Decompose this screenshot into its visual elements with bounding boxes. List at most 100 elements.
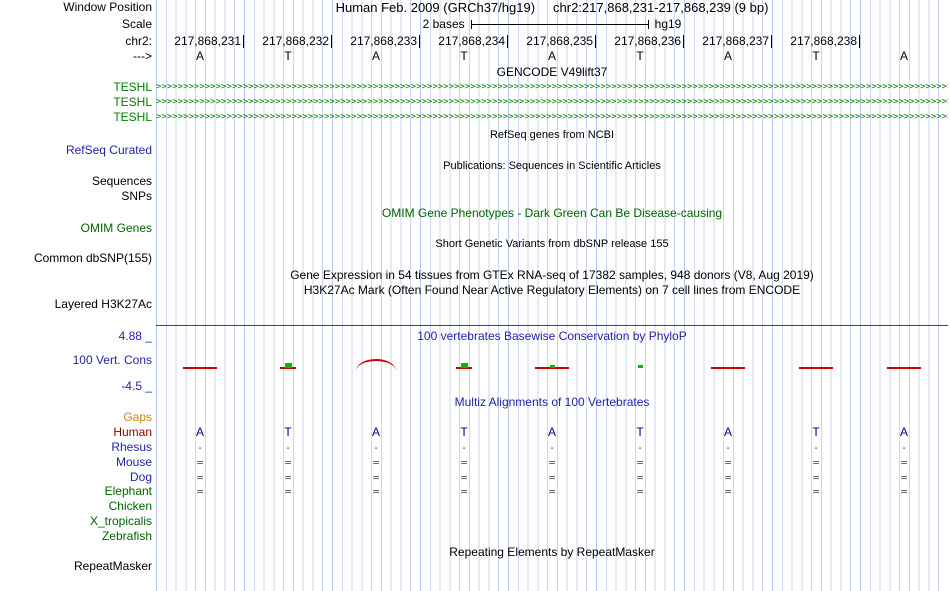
- phylop-wiggle-track[interactable]: [156, 330, 948, 388]
- align-row-gaps[interactable]: [156, 410, 948, 425]
- position-label: 217,868,235: [508, 35, 596, 48]
- align-gap-mark: =: [724, 456, 732, 469]
- track-label-100-vert-cons[interactable]: 100 Vert. Cons: [72, 353, 152, 367]
- position-range: chr2:217,868,231-217,868,239 (9 bp): [553, 0, 769, 15]
- align-gap-mark: =: [636, 485, 644, 498]
- align-base: A: [371, 426, 380, 439]
- track-label-omim-genes[interactable]: OMIM Genes: [80, 221, 152, 235]
- align-base: A: [723, 426, 732, 439]
- align-gap-mark: =: [636, 471, 644, 484]
- species-label-elephant[interactable]: Elephant: [104, 484, 152, 498]
- species-label-dog[interactable]: Dog: [129, 470, 152, 484]
- align-row-elephant[interactable]: = = = = = = = = =: [156, 484, 948, 499]
- reference-base: T: [284, 50, 292, 63]
- align-gap-mark: -: [812, 441, 820, 454]
- phylop-mark-green-square: [460, 363, 468, 368]
- scale-bar: [470, 20, 649, 29]
- align-row-rhesus[interactable]: ---------: [156, 440, 948, 455]
- align-row-mouse[interactable]: = = = = = = = = =: [156, 455, 948, 470]
- align-gap-mark: =: [812, 456, 820, 469]
- phylop-mark-red-dash: [183, 367, 217, 369]
- track-label-sequences[interactable]: Sequences: [91, 174, 152, 188]
- gene-label-teshl-3[interactable]: TESHL: [113, 110, 152, 124]
- strand-label: --->: [133, 49, 152, 63]
- base-position-grid-lines: [156, 0, 948, 591]
- reference-base: A: [723, 50, 732, 63]
- phylop-max-label: 4.88 _: [118, 329, 152, 343]
- track-label-common-dbsnp[interactable]: Common dbSNP(155): [33, 251, 152, 265]
- species-label-rhesus[interactable]: Rhesus: [111, 440, 152, 454]
- position-label: 217,868,236: [596, 35, 684, 48]
- align-row-x_tropicalis[interactable]: [156, 514, 948, 529]
- reference-base: T: [636, 50, 644, 63]
- align-gap-mark: =: [372, 471, 380, 484]
- track-label-layered-h3k27ac[interactable]: Layered H3K27Ac: [54, 297, 152, 311]
- window-position-label: Window Position: [63, 0, 152, 14]
- teshl-transcript-2[interactable]: >>>>>>>>>>>>>>>>>>>>>>>>>>>>>>>>>>>>>>>>…: [156, 97, 948, 107]
- reference-base: A: [371, 50, 380, 63]
- gene-label-teshl-2[interactable]: TESHL: [113, 95, 152, 109]
- align-gap-mark: =: [460, 456, 468, 469]
- h3k27ac-track-title[interactable]: H3K27Ac Mark (Often Found Near Active Re…: [303, 283, 801, 297]
- gtex-track-title[interactable]: Gene Expression in 54 tissues from GTEx …: [290, 268, 814, 282]
- species-label-chicken[interactable]: Chicken: [108, 499, 152, 513]
- species-label-gaps[interactable]: Gaps: [123, 410, 152, 424]
- reference-base: A: [547, 50, 556, 63]
- align-base: A: [547, 426, 556, 439]
- omim-track-title[interactable]: OMIM Gene Phenotypes - Dark Green Can Be…: [381, 206, 723, 220]
- track-label-repeatmasker[interactable]: RepeatMasker: [73, 559, 152, 573]
- align-gap-mark: =: [636, 456, 644, 469]
- align-gap-mark: =: [372, 485, 380, 498]
- align-gap-mark: =: [548, 456, 556, 469]
- align-gap-mark: =: [372, 456, 380, 469]
- track-label-refseq-curated[interactable]: RefSeq Curated: [65, 143, 152, 157]
- position-label: 217,868,233: [332, 35, 420, 48]
- align-gap-mark: =: [812, 471, 820, 484]
- teshl-transcript-1[interactable]: >>>>>>>>>>>>>>>>>>>>>>>>>>>>>>>>>>>>>>>>…: [156, 82, 948, 92]
- repeatmasker-track-title[interactable]: Repeating Elements by RepeatMasker: [449, 545, 655, 559]
- position-label: 217,868,231: [156, 35, 244, 48]
- gene-label-teshl-1[interactable]: TESHL: [113, 80, 152, 94]
- species-label-mouse[interactable]: Mouse: [115, 455, 152, 469]
- scale-value: 2 bases: [422, 17, 465, 31]
- teshl-transcript-3[interactable]: >>>>>>>>>>>>>>>>>>>>>>>>>>>>>>>>>>>>>>>>…: [156, 112, 948, 122]
- multiz-track-title[interactable]: Multiz Alignments of 100 Vertebrates: [454, 395, 650, 409]
- align-gap-mark: =: [548, 471, 556, 484]
- phylop-mark-red-dash-small: [280, 367, 296, 369]
- align-gap-mark: =: [460, 471, 468, 484]
- species-label-x_tropicalis[interactable]: X_tropicalis: [89, 514, 152, 528]
- align-row-chicken[interactable]: [156, 499, 948, 514]
- align-gap-mark: -: [548, 441, 556, 454]
- align-base: T: [812, 426, 820, 439]
- align-gap-mark: =: [724, 471, 732, 484]
- phylop-mark-red-dash-small: [456, 367, 472, 369]
- species-label-zebrafish[interactable]: Zebrafish: [101, 529, 152, 543]
- species-label-human[interactable]: Human: [113, 425, 152, 439]
- track-separator: [156, 325, 948, 326]
- align-gap-mark: -: [284, 441, 292, 454]
- align-gap-mark: =: [284, 471, 292, 484]
- dbsnp-track-title[interactable]: Short Genetic Variants from dbSNP releas…: [435, 238, 669, 250]
- publications-track-title[interactable]: Publications: Sequences in Scientific Ar…: [443, 160, 661, 172]
- align-row-zebrafish[interactable]: [156, 529, 948, 544]
- align-base: T: [460, 426, 468, 439]
- position-label: 217,868,237: [684, 35, 772, 48]
- scale-assembly: hg19: [654, 17, 682, 31]
- header-title: Human Feb. 2009 (GRCh37/hg19) chr2:217,86…: [156, 0, 948, 15]
- track-label-snps[interactable]: SNPs: [121, 189, 152, 203]
- align-row-dog[interactable]: = = = = = = = = =: [156, 470, 948, 485]
- phylop-mark-red-dash: [887, 367, 921, 369]
- align-gap-mark: =: [900, 485, 908, 498]
- gencode-track-title[interactable]: GENCODE V49lift37: [496, 65, 608, 79]
- refseq-track-title[interactable]: RefSeq genes from NCBI: [489, 129, 615, 141]
- align-gap-mark: -: [196, 441, 204, 454]
- phylop-track-title[interactable]: 100 vertebrates Basewise Conservation by…: [417, 329, 687, 343]
- phylop-min-label: -4.5 _: [121, 379, 152, 393]
- align-base: A: [195, 426, 204, 439]
- align-gap-mark: =: [196, 485, 204, 498]
- align-gap-mark: =: [548, 485, 556, 498]
- align-gap-mark: =: [196, 471, 204, 484]
- position-label: 217,868,234: [420, 35, 508, 48]
